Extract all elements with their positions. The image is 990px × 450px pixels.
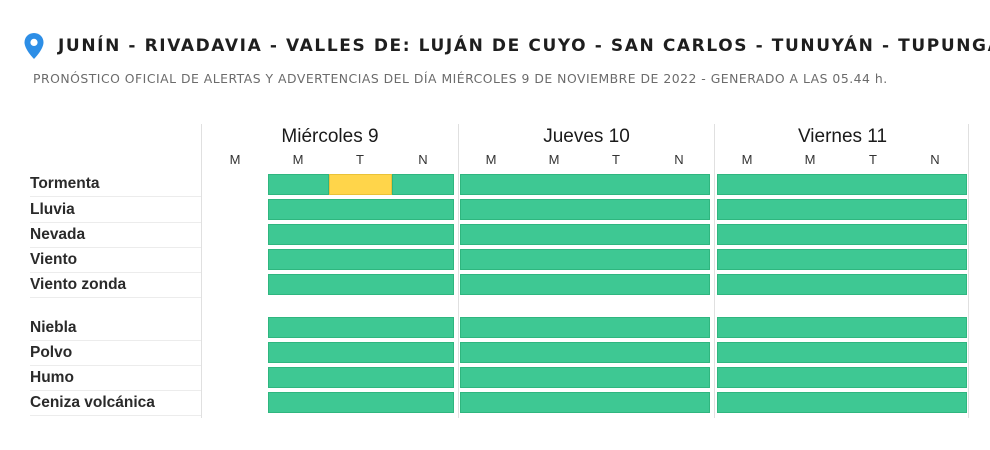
phenomenon-label: Ceniza volcánica <box>30 394 155 411</box>
row-divider <box>30 297 201 298</box>
phenomenon-label: Polvo <box>30 344 73 361</box>
alert-level-cell <box>268 317 454 338</box>
alert-level-cell <box>268 274 454 295</box>
alert-level-cell <box>268 342 454 363</box>
period-label: N <box>674 152 684 167</box>
alert-level-cell <box>460 249 710 270</box>
period-label: M <box>485 152 497 167</box>
alert-level-cell <box>460 174 710 195</box>
alert-level-cell <box>268 367 454 388</box>
alert-level-cell <box>329 174 392 195</box>
period-label: T <box>612 152 620 167</box>
period-label: N <box>930 152 940 167</box>
row-divider <box>30 340 201 341</box>
alert-level-cell <box>717 367 967 388</box>
map-pin-icon <box>24 33 44 59</box>
row-divider <box>30 247 201 248</box>
row-divider <box>30 196 201 197</box>
row-divider <box>30 272 201 273</box>
phenomenon-label: Niebla <box>30 319 77 336</box>
period-label: M <box>548 152 560 167</box>
phenomenon-label: Nevada <box>30 226 86 243</box>
alert-level-cell <box>460 224 710 245</box>
alert-level-cell <box>268 249 454 270</box>
period-label: M <box>804 152 816 167</box>
day-header: Miércoles 9 <box>281 126 379 147</box>
alert-level-cell <box>717 174 967 195</box>
alert-level-cell <box>460 342 710 363</box>
alert-level-cell <box>717 199 967 220</box>
location-title: JUNÍN - RIVADAVIA - VALLES DE: LUJÁN DE … <box>58 36 990 56</box>
alert-level-cell <box>717 317 967 338</box>
row-divider <box>30 222 201 223</box>
period-label: M <box>292 152 304 167</box>
period-label: T <box>869 152 877 167</box>
phenomenon-label: Lluvia <box>30 201 75 218</box>
row-divider <box>30 390 201 391</box>
phenomenon-label: Viento zonda <box>30 276 127 293</box>
alert-level-cell <box>717 224 967 245</box>
alert-level-cell <box>460 274 710 295</box>
day-header: Jueves 10 <box>543 126 630 147</box>
location-header: JUNÍN - RIVADAVIA - VALLES DE: LUJÁN DE … <box>24 32 990 60</box>
forecast-subtitle: PRONÓSTICO OFICIAL DE ALERTAS Y ADVERTEN… <box>33 71 888 86</box>
alert-level-cell <box>717 249 967 270</box>
alert-level-cell <box>268 224 454 245</box>
alert-level-cell <box>460 199 710 220</box>
column-separator <box>714 124 715 418</box>
row-divider <box>30 365 201 366</box>
alert-level-cell <box>268 392 454 413</box>
alert-level-cell <box>717 392 967 413</box>
alert-level-cell <box>717 274 967 295</box>
alert-level-cell <box>717 342 967 363</box>
alert-level-cell <box>392 174 454 195</box>
phenomenon-label: Humo <box>30 369 74 386</box>
day-header: Viernes 11 <box>797 126 888 147</box>
period-label: M <box>741 152 753 167</box>
period-label: N <box>418 152 428 167</box>
phenomenon-label: Viento <box>30 251 78 268</box>
alert-level-cell <box>460 317 710 338</box>
phenomenon-label: Tormenta <box>30 175 100 192</box>
period-label: M <box>229 152 241 167</box>
alert-level-cell <box>268 199 454 220</box>
alert-level-cell <box>268 174 329 195</box>
row-divider <box>30 415 201 416</box>
alert-level-cell <box>460 367 710 388</box>
column-separator <box>201 124 202 418</box>
period-label: T <box>356 152 364 167</box>
column-separator <box>968 124 969 418</box>
alert-level-cell <box>460 392 710 413</box>
column-separator <box>458 124 459 418</box>
